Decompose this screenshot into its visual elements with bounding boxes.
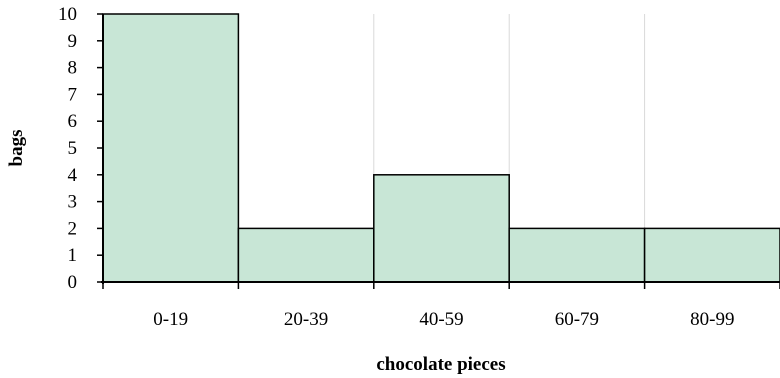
- x-tick-labels: 0-19 20-39 40-59 60-79 80-99: [153, 309, 734, 330]
- y-axis-title: bags: [6, 130, 27, 167]
- y-tick-label: 5: [68, 138, 78, 159]
- bar-0-19: [102, 13, 240, 283]
- bar-60-79: [508, 227, 646, 283]
- bar-20-39: [237, 227, 375, 283]
- x-tick-label: 60-79: [555, 309, 599, 330]
- y-tick-label: 8: [68, 58, 78, 79]
- x-tick-label: 80-99: [690, 309, 734, 330]
- x-tick-label: 20-39: [284, 309, 328, 330]
- y-tick-label: 2: [68, 218, 78, 239]
- y-tick-labels: 0 1 2 3 4 5 6 7 8 9 10: [58, 4, 78, 293]
- y-tick-label: 4: [68, 165, 78, 186]
- bars: [102, 13, 780, 283]
- y-tick-label: 1: [68, 245, 78, 266]
- y-tick-label: 10: [58, 4, 77, 25]
- x-axis-title: chocolate pieces: [376, 354, 505, 375]
- x-tick-label: 40-59: [419, 309, 463, 330]
- x-tick-label: 0-19: [153, 309, 188, 330]
- axes: [97, 13, 780, 289]
- bar-40-59: [373, 174, 510, 283]
- bar-80-99: [643, 227, 780, 283]
- y-tick-label: 0: [68, 272, 78, 293]
- y-tick-label: 9: [68, 31, 78, 52]
- y-tick-label: 3: [68, 192, 78, 213]
- y-tick-label: 6: [68, 111, 78, 132]
- y-tick-label: 7: [68, 84, 78, 105]
